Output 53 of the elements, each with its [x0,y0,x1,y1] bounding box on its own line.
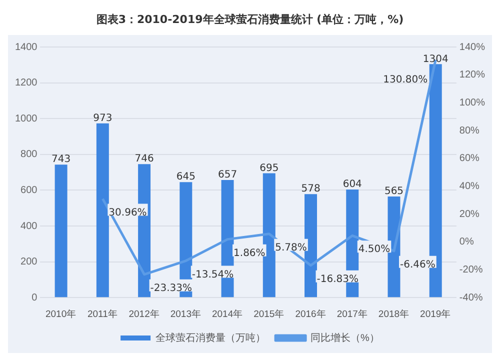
data-label: 578 [301,184,320,195]
data-label: -23.33% [150,282,192,294]
y2-tick-label: -20% [459,264,483,276]
data-label: 130.80% [383,74,428,86]
y-tick-label: 200 [20,256,38,268]
y2-tick-label: 80% [459,125,480,136]
data-label: 1.86% [234,248,266,259]
x-tick-label: 2011年 [87,308,118,320]
bar [96,123,109,298]
y-tick-label: 800 [20,149,38,160]
y-tick-label: 600 [20,184,38,196]
data-label: -6.46% [400,260,436,270]
y2-tick-label: -40% [459,292,483,304]
legend-label: 同比增长（%） [310,332,380,344]
data-label: -13.54% [192,269,234,280]
y-tick-label: 1000 [14,113,38,124]
y2-tick-label: 20% [459,208,480,220]
data-label: 746 [134,154,154,165]
data-label: 4.50% [358,244,390,256]
data-label: 645 [176,172,196,183]
bar [54,164,68,298]
chart-title: 图表3：2010-2019年全球萤石消费量统计 (单位：万吨，%) [95,12,405,28]
data-label: 604 [342,179,362,190]
y2-tick-label: 140% [459,42,486,53]
y2-tick-label: 100% [459,97,486,108]
data-label: 743 [52,154,71,166]
data-label: 1304 [422,54,448,65]
x-tick-label: 2019年 [420,308,452,320]
x-tick-label: 2015年 [254,308,285,320]
x-tick-label: 2012年 [128,308,160,320]
x-tick-label: 2018年 [378,308,410,320]
y2-tick-label: 120% [459,70,486,81]
legend-label: 全球萤石消费量（万吨） [156,332,266,344]
data-label: 695 [260,162,279,174]
x-tick-label: 2014年 [212,308,244,320]
data-label: -16.83% [316,274,359,285]
data-label: 5.78% [275,242,307,254]
x-tick-label: 2016年 [295,308,326,320]
y-tick-label: 0 [32,292,38,304]
x-tick-label: 2013年 [170,308,202,320]
data-label: 657 [218,170,238,181]
y2-tick-label: 40% [459,180,480,192]
bar [304,194,318,298]
y-tick-label: 400 [20,220,38,232]
data-label: 30.96% [108,207,147,218]
y-tick-label: 1200 [14,78,38,89]
x-tick-label: 2010年 [45,308,77,320]
y2-tick-label: 60% [459,153,480,164]
data-label: 565 [384,186,404,198]
y2-tick-label: 0% [459,236,474,248]
x-tick-label: 2017年 [336,308,368,320]
data-label: 973 [93,113,112,124]
y-tick-label: 1400 [14,42,38,53]
